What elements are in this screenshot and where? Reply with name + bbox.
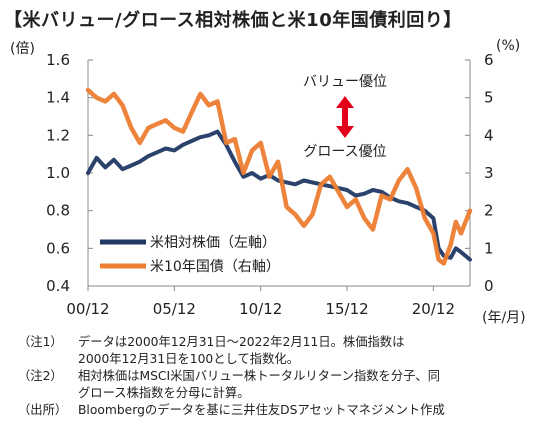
value-dominant-label: バリュー優位: [303, 74, 387, 90]
left-tick-label: 0.4: [46, 277, 70, 295]
left-tick-label: 0.6: [46, 239, 70, 257]
x-tick-label: 10/12: [239, 300, 282, 318]
right-tick-label: 0: [484, 277, 494, 295]
right-tick-label: 4: [484, 126, 494, 144]
right-tick-label: 3: [484, 164, 494, 182]
left-axis-unit: (倍): [10, 41, 35, 57]
relative-price-line: [86, 129, 472, 262]
note-1-label: （注1）: [18, 335, 63, 349]
left-tick-label: 1.6: [46, 51, 70, 69]
page-title: 【米バリュー/グロース相対株価と米10年国債利回り】: [4, 10, 462, 31]
right-axis-unit: (%): [496, 38, 521, 54]
legend-label: 米相対株価（左軸）: [150, 235, 276, 251]
right-tick-label: 5: [484, 89, 494, 107]
note-2: （注2） 相対株価はMSCI米国バリュー株トータルリターン指数を分子、同 グロー…: [18, 368, 445, 402]
growth-dominant-label: グロース優位: [303, 144, 386, 160]
note-source: （出所） Bloombergのデータを基に三井住友DSアセットマネジメント作成: [18, 402, 445, 419]
notes: （注1） データは2000年12月31日～2022年2月11日。株価指数は 20…: [18, 334, 445, 419]
x-tick-label: 05/12: [153, 300, 196, 318]
us10y-yield-line: [85, 87, 473, 266]
legend-label: 米10年国債（右軸）: [150, 259, 280, 275]
annotation-arrow-down-head: [336, 126, 354, 138]
note-2-label: （注2）: [18, 369, 63, 383]
left-tick-label: 1.4: [46, 89, 70, 107]
right-tick-label: 2: [484, 202, 494, 220]
x-axis-unit: (年/月): [482, 310, 526, 326]
note-source-text: Bloombergのデータを基に三井住友DSアセットマネジメント作成: [78, 403, 445, 417]
annotation-arrow-up-head: [336, 96, 354, 108]
x-tick-label: 20/12: [412, 300, 455, 318]
left-tick-label: 1.0: [46, 164, 70, 182]
note-2-text: 相対株価はMSCI米国バリュー株トータルリターン指数を分子、同 グロース株指数を…: [78, 369, 441, 400]
note-source-label: （出所）: [18, 403, 68, 417]
right-tick-label: 1: [484, 239, 494, 257]
note-1: （注1） データは2000年12月31日～2022年2月11日。株価指数は 20…: [18, 334, 445, 368]
x-tick-label: 15/12: [325, 300, 368, 318]
right-tick-label: 6: [484, 51, 494, 69]
left-tick-label: 1.2: [46, 126, 70, 144]
note-1-text: データは2000年12月31日～2022年2月11日。株価指数は 2000年12…: [78, 335, 405, 366]
x-tick-label: 00/12: [66, 300, 109, 318]
left-tick-label: 0.8: [46, 202, 70, 220]
annotation-arrow-shaft: [342, 104, 348, 130]
